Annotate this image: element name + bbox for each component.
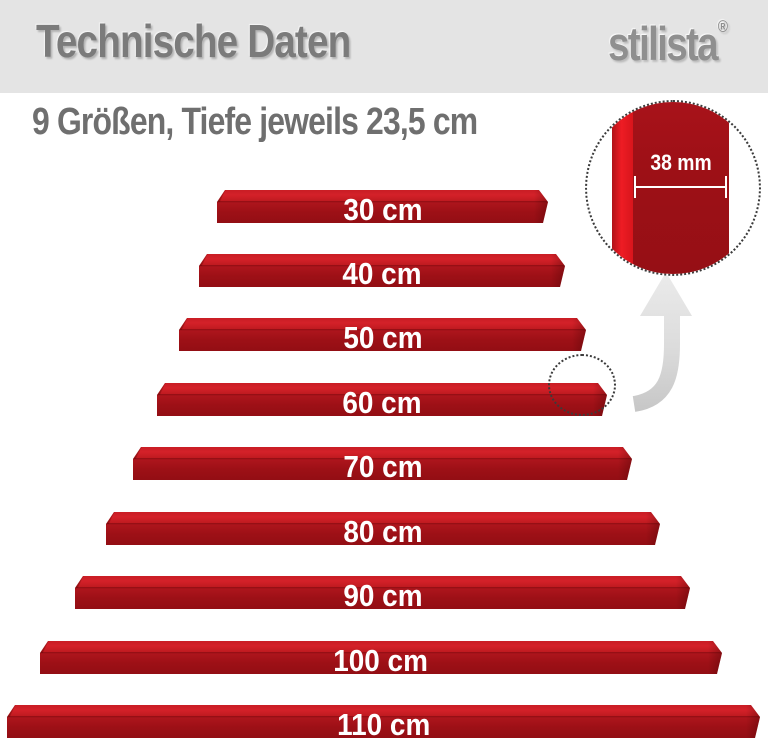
shelf-bar-100cm: 100 cm [40,641,722,674]
subtitle-text: 9 Größen, Tiefe jeweils 23,5 cm [32,101,478,143]
page-title: Technische Daten [36,15,351,67]
measure-tick-right [725,176,727,198]
registered-trademark-icon: ® [717,17,729,36]
detail-inset-circle: 38 mm [585,100,761,276]
shelf-edge-highlight [612,102,633,274]
shelf-size-label: 30 cm [342,191,423,227]
thickness-label: 38 mm [650,150,712,175]
shelf-bar-110cm: 110 cm [7,705,760,738]
shelf-bar-60cm: 60 cm [157,383,607,416]
measure-line [634,176,727,198]
shelf-size-label: 100 cm [333,642,429,678]
shelf-bar-70cm: 70 cm [133,447,632,480]
shelf-size-label: 50 cm [342,319,423,355]
brand-logo-text: stilista [608,17,719,70]
shelf-size-label: 90 cm [342,577,423,613]
shelf-bar-50cm: 50 cm [179,318,586,351]
shelf-bar-40cm: 40 cm [199,254,565,287]
brand-logo: stilista® [608,16,728,71]
shelf-front-face-zoomed: 38 mm [633,102,729,274]
zoom-arrow-icon [632,272,692,412]
shelf-bar-30cm: 30 cm [217,190,548,223]
shelf-bar-80cm: 80 cm [106,512,660,545]
shelf-size-label: 40 cm [342,255,422,291]
shelf-size-label: 60 cm [342,384,422,420]
header-band: Technische Daten stilista® [0,0,768,93]
shelf-bar-90cm: 90 cm [75,576,690,609]
shelf-size-label: 110 cm [336,706,431,742]
measure-tick-left [634,176,636,198]
shelf-size-label: 70 cm [342,448,423,484]
shelf-size-label: 80 cm [343,513,423,549]
detail-focus-circle [548,354,616,416]
